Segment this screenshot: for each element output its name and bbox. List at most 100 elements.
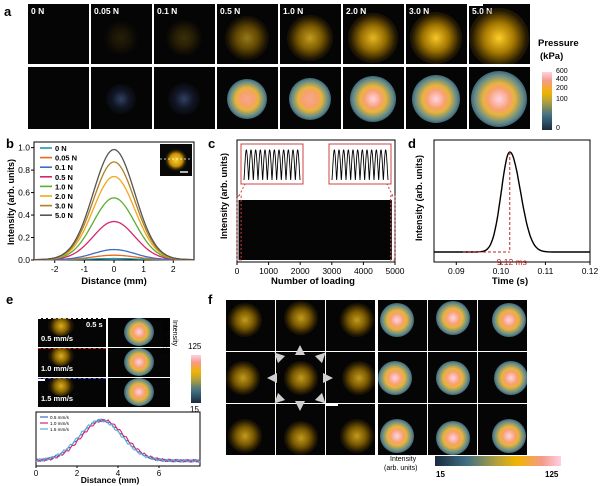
panel-a-yellow-tile: 5.0 N	[469, 4, 530, 64]
panel-a-yellow-tile: 0.5 N	[217, 4, 278, 64]
panel-a-pressure-spot	[350, 76, 396, 122]
panel-f-letter: f	[208, 292, 213, 307]
panel-d-letter: d	[408, 136, 416, 151]
panel-f-thermal-spot	[380, 419, 414, 453]
chart-c: Intensity (arb. units) Number of loading…	[219, 139, 405, 287]
panel-a-scale-bar	[469, 4, 483, 6]
chart-b-xtick-label: 2	[171, 264, 176, 274]
panel-a-force-label: 0.05 N	[94, 6, 120, 16]
chart-b-legend-label: 5.0 N	[55, 211, 73, 220]
panel-f-colorbar-title-2: (arb. units)	[384, 465, 418, 472]
panel-e-colorbar-tick-15: 15	[190, 405, 199, 414]
panel-e-thermal-tile	[108, 378, 170, 407]
panel-f-colorbar	[435, 456, 561, 466]
panel-f-yellow-tile	[226, 352, 275, 403]
chart-d-ylabel: Intensity (arb. units)	[414, 155, 424, 241]
panel-f-yellow-spot	[284, 361, 318, 395]
panel-a-yellow-tile: 1.0 N	[280, 4, 341, 64]
panel-f-thermal-tile	[378, 352, 427, 403]
panel-e-colorbar-title-2: (arb. units)	[161, 320, 168, 354]
panel-a-pressure-tile	[154, 67, 215, 129]
panel-e-thermal-spot	[124, 378, 154, 406]
panel-f-colorbar-tick-15: 15	[436, 470, 445, 479]
panel-a-yellow-spot	[104, 21, 138, 55]
panel-f-thermal-spot	[436, 301, 470, 335]
panel-a-pressure-tile	[406, 67, 467, 129]
panel-a-pressure-spot	[227, 79, 267, 119]
panel-e-yellow-spot	[48, 318, 74, 336]
chart-b-xtick-label: -1	[81, 264, 89, 274]
panel-f-yellow-tile	[226, 300, 275, 351]
chart-b-xtick-label: -2	[51, 264, 59, 274]
chart-b-xtick-label: 0	[112, 264, 117, 274]
panel-e-scale-bar	[38, 379, 45, 381]
panel-f-yellow-spot	[284, 301, 318, 335]
chart-b-ytick-label: 0.4	[18, 210, 30, 220]
panel-f-thermal-tile	[378, 300, 427, 351]
panel-f-yellow-tile	[326, 404, 375, 455]
panel-f-yellow-tile	[326, 300, 375, 351]
panel-f-thermal-tile	[428, 352, 477, 403]
panel-a-yellow-tile: 3.0 N	[406, 4, 467, 64]
panel-f-thermal-spot	[494, 361, 527, 395]
chart-d-xtick-label: 0.11	[537, 266, 553, 276]
chart-c-xlabel: Number of loading	[271, 276, 355, 287]
panel-f-yellow-spot	[228, 419, 262, 453]
panel-f-thermal-tile	[428, 300, 477, 351]
panel-a-yellow-spot	[166, 20, 202, 56]
chart-d-axes	[433, 139, 591, 263]
panel-a-force-label: 0.5 N	[220, 6, 241, 16]
panel-a-yellow-spot	[410, 12, 462, 64]
panel-a-colorbar-title-2: (kPa)	[540, 51, 564, 62]
chart-c-zoom-box-end	[390, 195, 396, 261]
panel-f-thermal-spot	[492, 303, 526, 337]
panel-e-colorbar-tick-125: 125	[188, 342, 202, 351]
direction-arrow-icon	[267, 373, 277, 383]
panel-a-pressure-tile	[343, 67, 404, 129]
panel-a-colorbar-tick-200: 200	[556, 85, 568, 92]
chart-b-ytick-label: 0.8	[18, 165, 30, 175]
panel-a-pressure-tile	[217, 67, 278, 129]
chart-d-xtick-label: 0.12	[582, 266, 598, 276]
panel-a-pressure-tile	[280, 67, 341, 129]
panel-f-scale-bar	[326, 404, 338, 406]
chart-b-series-line	[34, 248, 194, 261]
panel-e-yellow-tile: 0.5 mm/s 0.5 s	[38, 318, 106, 347]
chart-e-xtick-label: 4	[116, 469, 121, 478]
panel-e-yellow-spot	[48, 378, 74, 396]
panel-a-letter: a	[4, 4, 12, 19]
chart-b: Intensity (arb. units) Distance (mm) -2 -…	[6, 141, 195, 287]
panel-f-thermal-spot	[436, 361, 470, 395]
panel-a-force-label: 3.0 N	[409, 6, 430, 16]
panel-a-colorbar-tick-0: 0	[556, 125, 560, 132]
chart-b-legend-label: 0.05 N	[55, 154, 77, 163]
chart-b-legend-label: 0.1 N	[55, 163, 73, 172]
panel-e-thermal-spot	[124, 318, 154, 346]
panel-e-thermal-tile	[108, 348, 170, 377]
chart-b-series-line	[34, 220, 194, 261]
chart-b-legend-label: 0.5 N	[55, 173, 73, 182]
chart-c-inset-end-waveform	[331, 148, 389, 181]
panel-c-letter: c	[208, 136, 216, 151]
panel-f-yellow-tile	[326, 352, 375, 403]
panel-a-yellow-tile: 2.0 N	[343, 4, 404, 64]
panel-a-yellow-spot	[225, 16, 269, 60]
chart-d-xtick-label: 0.09	[448, 266, 465, 276]
panel-f-thermal-spot	[436, 421, 470, 455]
panel-a-force-label: 2.0 N	[346, 6, 367, 16]
chart-b-xtick-label: 1	[141, 264, 146, 274]
chart-c-ylabel: Intensity (arb. units)	[219, 153, 229, 239]
panel-e-dashed-line	[38, 378, 106, 379]
chart-d-xtick-label: 0.10	[493, 266, 510, 276]
panel-a-pressure-tile	[91, 67, 152, 129]
chart-d: Intensity (arb. units) Time (s) 0.09 0.10…	[414, 139, 598, 287]
chart-c-xtick-label: 0	[235, 266, 240, 276]
direction-arrow-icon	[323, 373, 333, 383]
chart-b-legend-label: 1.0 N	[55, 182, 73, 191]
panel-f-thermal-tile	[378, 404, 427, 455]
chart-b-inset-spot	[164, 148, 188, 172]
chart-c-zoom-connector	[386, 183, 394, 197]
panel-e-thermal-tile	[108, 318, 170, 347]
chart-c-xtick-label: 4000	[354, 266, 373, 276]
chart-e-legend-label: 1.0 mm/s	[50, 421, 70, 426]
